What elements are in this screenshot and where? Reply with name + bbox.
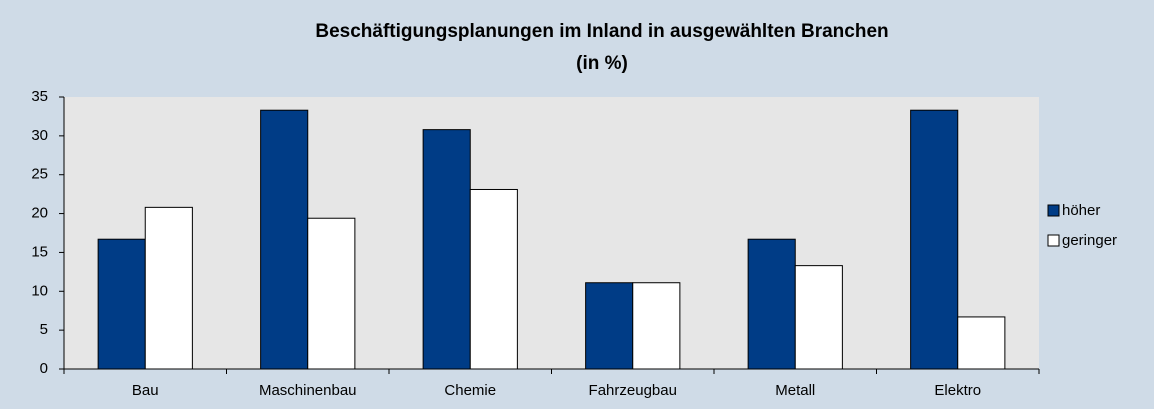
bar — [957, 316, 1006, 370]
y-tick-label: 5 — [40, 321, 48, 338]
bar — [97, 238, 146, 370]
bar — [747, 238, 796, 370]
legend-label: geringer — [1062, 232, 1117, 249]
bar — [307, 217, 356, 370]
bar — [794, 265, 843, 370]
y-tick-label: 0 — [40, 360, 48, 377]
bar — [469, 188, 518, 370]
x-tick-label: Chemie — [444, 382, 496, 399]
y-tick-label: 35 — [31, 88, 48, 105]
legend-swatch — [1047, 234, 1060, 247]
x-tick-label: Fahrzeugbau — [589, 382, 677, 399]
bar — [144, 206, 193, 370]
y-tick-label: 25 — [31, 166, 48, 183]
bar — [422, 129, 471, 370]
y-tick-label: 15 — [31, 243, 48, 260]
plot-area — [64, 97, 1039, 369]
bar — [260, 109, 309, 370]
bar — [910, 109, 959, 370]
bar — [585, 282, 634, 370]
y-tick-label: 30 — [31, 127, 48, 144]
x-tick-label: Metall — [775, 382, 815, 399]
y-tick-label: 10 — [31, 282, 48, 299]
legend-swatch — [1047, 204, 1060, 217]
x-tick-label: Bau — [132, 382, 159, 399]
chart-subtitle: (in %) — [576, 53, 628, 74]
y-tick-label: 20 — [31, 205, 48, 222]
legend-label: höher — [1062, 202, 1100, 219]
bar — [632, 282, 681, 370]
chart-title: Beschäftigungsplanungen im Inland in aus… — [315, 21, 888, 42]
x-tick-label: Maschinenbau — [259, 382, 357, 399]
x-tick-label: Elektro — [934, 382, 981, 399]
